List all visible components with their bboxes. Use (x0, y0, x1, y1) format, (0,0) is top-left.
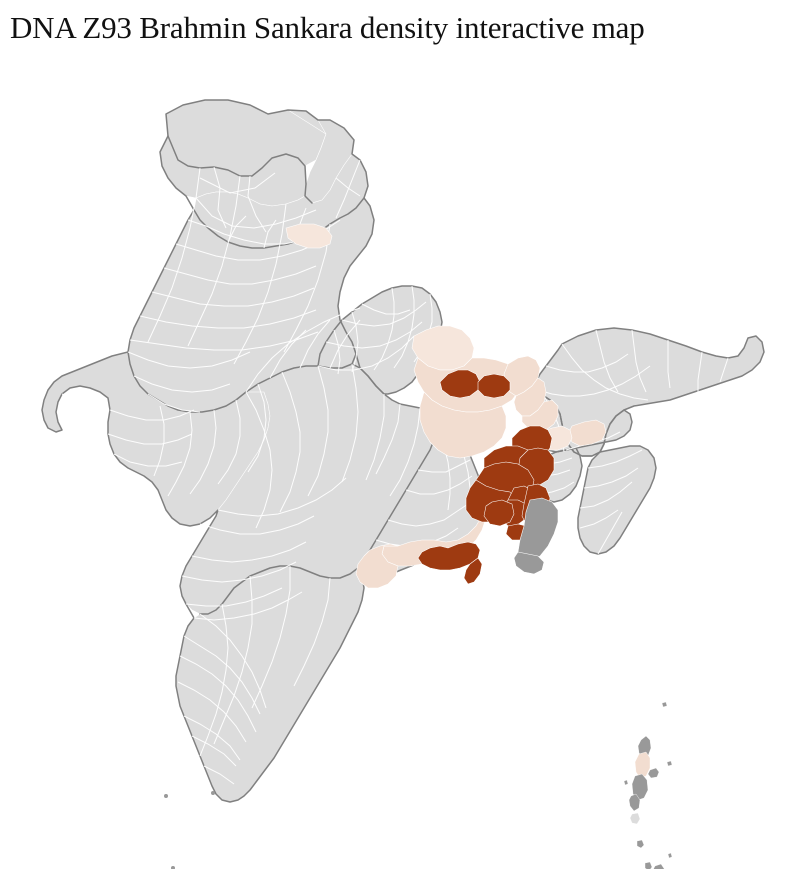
island-nicobar-mid[interactable] (644, 861, 653, 869)
map-canvas[interactable] (0, 48, 811, 869)
district-jajpur-tail[interactable] (464, 558, 482, 584)
island-little-andaman[interactable] (628, 793, 641, 812)
border-state-internal-2 (194, 198, 364, 248)
district-nalanda[interactable] (478, 374, 510, 398)
island-great-nicobar[interactable] (653, 863, 665, 869)
district-sundarbans-nodata[interactable] (514, 552, 544, 574)
border-state-internal-7 (352, 354, 384, 394)
district-grid-group (61, 159, 729, 785)
border-state-internal-5 (128, 352, 246, 412)
district-jajpur[interactable] (418, 542, 480, 570)
andaman-nicobar-group[interactable] (623, 701, 673, 869)
island-dot-w[interactable] (623, 779, 629, 786)
island-middle-andaman[interactable] (634, 751, 651, 779)
page-title: DNA Z93 Brahmin Sankara density interact… (10, 10, 645, 45)
island-nicobar-north[interactable] (636, 839, 645, 849)
district-dehradun[interactable] (286, 224, 332, 248)
district-odisha-inland[interactable] (356, 544, 398, 588)
district-purba-bardhaman-south[interactable] (484, 500, 514, 526)
island-car-nicobar[interactable] (629, 812, 641, 825)
speck-west-3 (171, 866, 175, 869)
district-south-24-parganas-nodata[interactable] (518, 498, 558, 562)
district-patna[interactable] (440, 370, 480, 398)
district-bihar-south-jharkhand[interactable] (420, 392, 506, 458)
island-dot-nicobar-w[interactable] (667, 852, 673, 859)
island-dot-ne[interactable] (661, 701, 668, 708)
speck-west-1 (164, 794, 168, 798)
island-ritchie[interactable] (647, 767, 660, 779)
border-manipur-mizoram (578, 446, 656, 554)
minor-island-specks (164, 791, 215, 869)
india-choropleth-svg[interactable] (0, 48, 811, 869)
border-state-internal-1 (168, 136, 312, 203)
island-dot-e[interactable] (666, 760, 673, 767)
island-south-andaman[interactable] (631, 773, 649, 801)
base-landmass-group (42, 100, 764, 802)
choropleth-data-group[interactable] (286, 224, 606, 588)
speck-west-2 (211, 791, 215, 795)
